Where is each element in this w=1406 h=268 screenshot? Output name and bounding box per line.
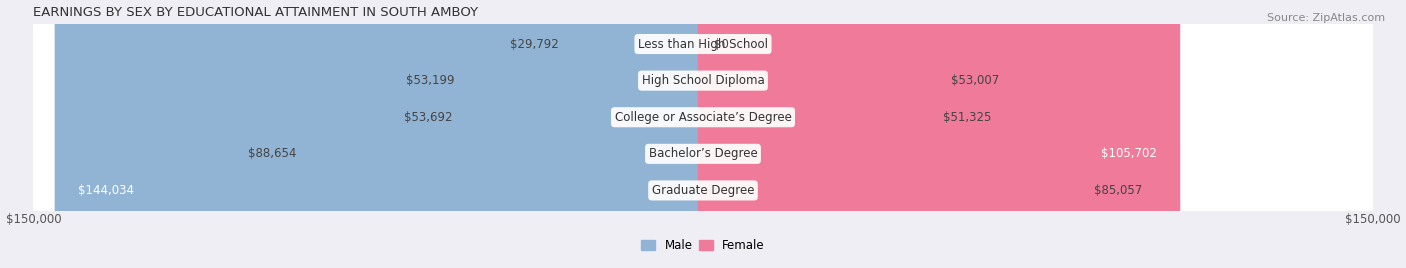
FancyBboxPatch shape — [27, 0, 1379, 268]
FancyBboxPatch shape — [460, 0, 709, 268]
Text: EARNINGS BY SEX BY EDUCATIONAL ATTAINMENT IN SOUTH AMBOY: EARNINGS BY SEX BY EDUCATIONAL ATTAINMEN… — [34, 6, 478, 18]
Text: $51,325: $51,325 — [943, 111, 991, 124]
Text: Less than High School: Less than High School — [638, 38, 768, 51]
Legend: Male, Female: Male, Female — [637, 234, 769, 257]
FancyBboxPatch shape — [697, 0, 1180, 268]
FancyBboxPatch shape — [697, 0, 945, 268]
Text: $105,702: $105,702 — [1101, 147, 1157, 160]
FancyBboxPatch shape — [27, 0, 1379, 268]
Text: $53,692: $53,692 — [404, 111, 453, 124]
Text: $144,034: $144,034 — [77, 184, 134, 197]
Text: $53,007: $53,007 — [950, 74, 1000, 87]
Text: $53,199: $53,199 — [406, 74, 454, 87]
Text: $0: $0 — [714, 38, 730, 51]
Text: $85,057: $85,057 — [1094, 184, 1142, 197]
Text: Source: ZipAtlas.com: Source: ZipAtlas.com — [1267, 13, 1385, 23]
FancyBboxPatch shape — [27, 0, 1379, 268]
FancyBboxPatch shape — [697, 0, 938, 268]
FancyBboxPatch shape — [302, 0, 709, 268]
Text: High School Diploma: High School Diploma — [641, 74, 765, 87]
FancyBboxPatch shape — [55, 0, 709, 268]
FancyBboxPatch shape — [27, 0, 1379, 268]
FancyBboxPatch shape — [27, 0, 1379, 268]
Text: Bachelor’s Degree: Bachelor’s Degree — [648, 147, 758, 160]
Text: $29,792: $29,792 — [510, 38, 558, 51]
Text: College or Associate’s Degree: College or Associate’s Degree — [614, 111, 792, 124]
FancyBboxPatch shape — [697, 0, 1088, 268]
Text: $88,654: $88,654 — [247, 147, 297, 160]
FancyBboxPatch shape — [458, 0, 709, 268]
Text: Graduate Degree: Graduate Degree — [652, 184, 754, 197]
FancyBboxPatch shape — [565, 0, 709, 268]
